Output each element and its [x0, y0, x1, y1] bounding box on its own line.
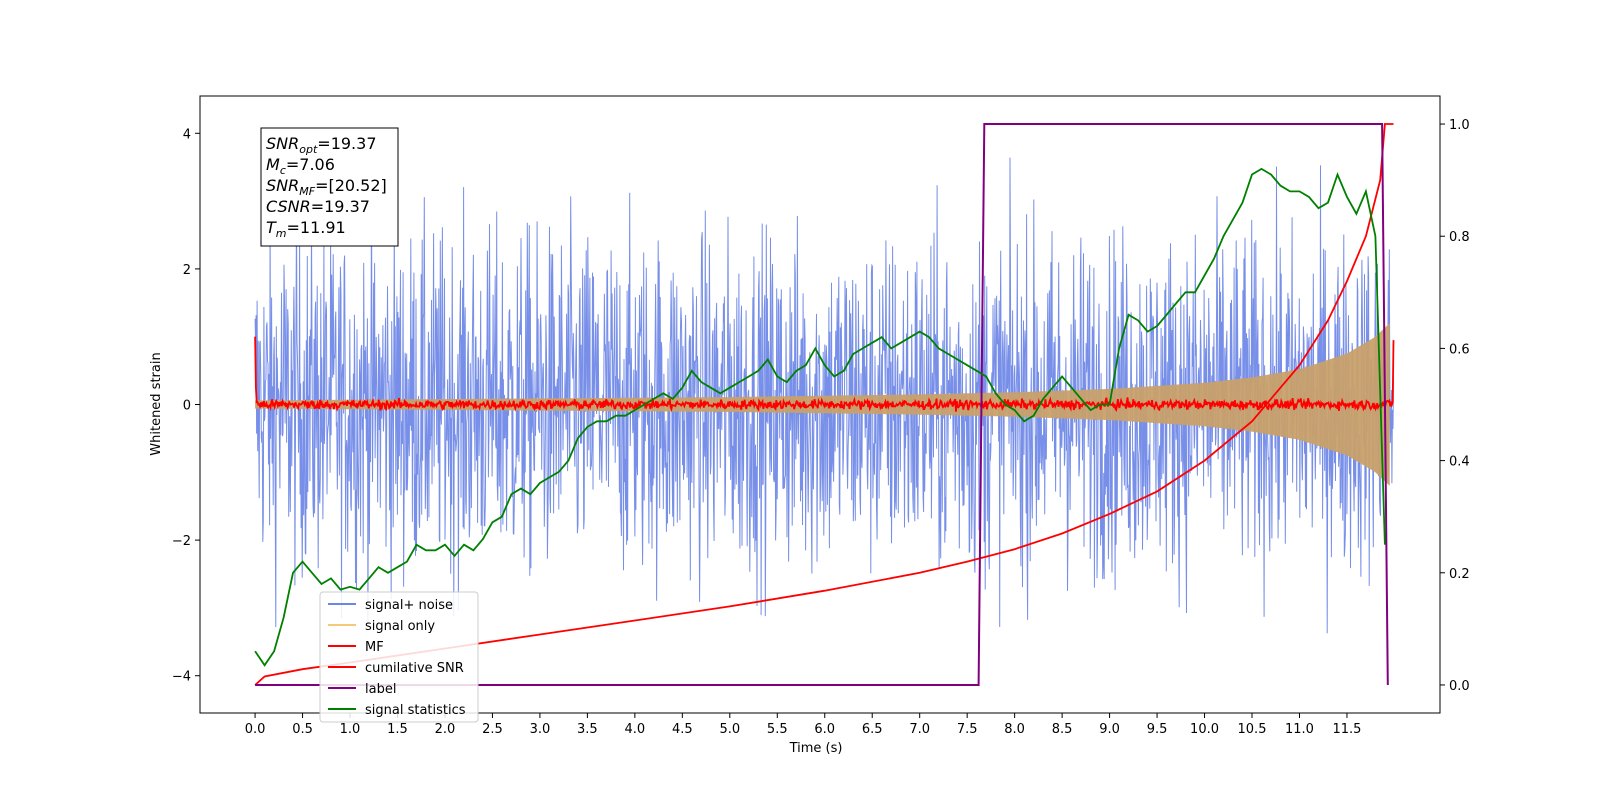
info-line-csnr: CSNR=19.37 — [266, 197, 370, 216]
x-tick-label: 6.5 — [862, 722, 883, 737]
x-tick-label: 3.0 — [530, 722, 551, 737]
y-axis-label: Whitened strain — [149, 352, 164, 455]
x-tick-label: 8.0 — [1004, 722, 1025, 737]
y-left-tick-label: 0 — [183, 399, 191, 414]
info-line-mc: Mc=7.06 — [266, 155, 335, 177]
tick-layer: 0.0 0.5 1.0 1.5 2.0 2.5 3.0 3.5 4.0 4.5 5.0 5.5 6.0 6… — [172, 118, 1470, 737]
x-tick-label: 9.0 — [1099, 722, 1120, 737]
y-left-tick-label: −2 — [172, 534, 191, 549]
x-tick-label: 3.5 — [577, 722, 598, 737]
y-right-tick-label: 0.4 — [1449, 455, 1470, 470]
legend-label-label: label — [365, 682, 396, 697]
y-right-tick-label: 1.0 — [1449, 118, 1470, 133]
x-tick-label: 5.0 — [719, 722, 740, 737]
info-line-snr-opt: SNRopt=19.37 — [266, 134, 377, 156]
info-box: SNRopt=19.37 Mc=7.06 SNRMF=[20.52] CSNR=… — [260, 127, 399, 247]
legend-frame — [319, 591, 479, 723]
legend-label-signal-noise: signal+ noise — [365, 598, 453, 613]
info-box-frame — [260, 127, 399, 247]
x-tick-label: 7.0 — [909, 722, 930, 737]
y-left-tick-label: −4 — [172, 670, 191, 685]
x-tick-label: 0.0 — [245, 722, 266, 737]
series-signal-statistics — [254, 167, 1386, 667]
series-signal-only — [255, 323, 1390, 486]
x-axis-label: Time (s) — [789, 741, 843, 756]
y-right-tick-label: 0.8 — [1449, 230, 1470, 245]
info-line-snr-mf: SNRMF=[20.52] — [266, 176, 387, 198]
x-tick-label: 10.5 — [1238, 722, 1267, 737]
x-tick-label: 8.5 — [1052, 722, 1073, 737]
x-tick-label: 1.0 — [340, 722, 361, 737]
x-tick-label: 11.0 — [1285, 722, 1314, 737]
legend-label-signal-only: signal only — [365, 619, 435, 634]
x-tick-label: 2.0 — [435, 722, 456, 737]
series-label — [255, 123, 1389, 686]
legend-label-signal-statistics: signal statistics — [365, 703, 466, 718]
x-tick-label: 6.0 — [814, 722, 835, 737]
series-mf — [254, 336, 1395, 413]
y-right-tick-label: 0.2 — [1449, 567, 1470, 582]
x-tick-label: 4.5 — [672, 722, 693, 737]
x-tick-label: 5.5 — [767, 722, 788, 737]
x-tick-label: 0.5 — [292, 722, 313, 737]
legend: signal+ noise signal only MF cumilative … — [319, 591, 479, 723]
x-tick-label: 10.0 — [1190, 722, 1219, 737]
y-left-tick-label: 4 — [183, 127, 191, 142]
x-tick-label: 4.0 — [625, 722, 646, 737]
y-right-tick-label: 0.6 — [1449, 342, 1470, 357]
x-tick-label: 9.5 — [1147, 722, 1168, 737]
x-tick-label: 2.5 — [482, 722, 503, 737]
y-right-tick-label: 0.0 — [1449, 679, 1470, 694]
legend-label-mf: MF — [365, 640, 384, 655]
x-tick-label: 7.5 — [957, 722, 978, 737]
y-left-tick-label: 2 — [183, 263, 191, 278]
legend-label-cumulative-snr: cumilative SNR — [365, 661, 464, 676]
x-tick-label: 11.5 — [1332, 722, 1361, 737]
x-tick-label: 1.5 — [387, 722, 408, 737]
info-line-tm: Tm=11.91 — [266, 218, 346, 240]
